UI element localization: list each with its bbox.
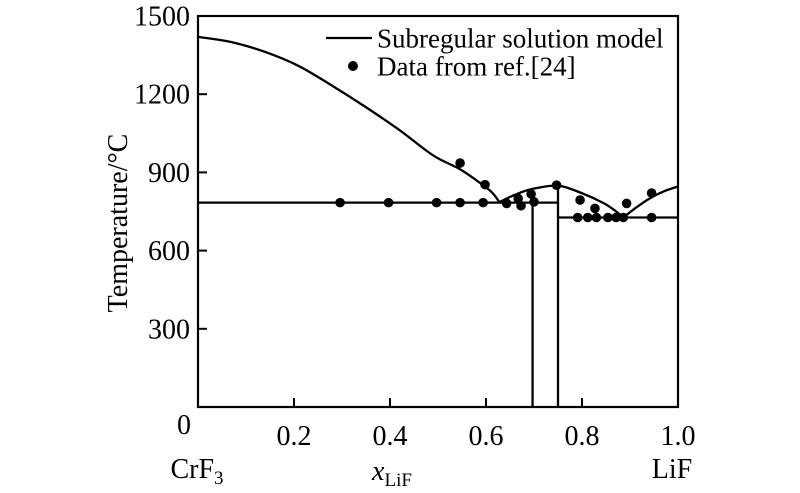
legend-dot-symbol — [348, 61, 358, 71]
data-point — [611, 212, 621, 223]
data-point — [618, 212, 629, 223]
data-point — [480, 179, 490, 190]
data-point — [513, 193, 523, 204]
x-tick-label: 0.8 — [565, 421, 600, 452]
plot-area-border — [196, 14, 680, 409]
data-point — [431, 197, 442, 208]
data-point — [529, 197, 539, 207]
legend-label-model: Subregular solution model — [377, 24, 663, 54]
data-point — [526, 189, 536, 199]
data-point — [551, 180, 562, 190]
model-curve-liquidus-CrF3 — [197, 35, 501, 203]
data-point — [582, 212, 593, 223]
data-point — [591, 212, 602, 223]
data-point — [455, 158, 465, 168]
data-points-group — [335, 158, 657, 223]
data-point — [383, 197, 394, 208]
y-tick-label: 1200 — [134, 80, 190, 111]
axis-ticks: 0.2 0.4 0.6 0.8 1.0 300 600 900 1200 1500 — [134, 2, 696, 453]
y-tick-label: 900 — [148, 158, 190, 189]
y-tick-label: 300 — [148, 314, 190, 345]
data-point — [516, 200, 526, 211]
y-axis-label: Temperature/°C — [103, 134, 134, 313]
x-tick-label: 0.4 — [373, 421, 408, 452]
origin-tick-label: 0 — [177, 410, 191, 441]
x-tick-label: 1.0 — [661, 421, 696, 452]
data-point — [572, 212, 583, 223]
x-right-endpoint-label: LiF — [652, 454, 692, 485]
y-tick-label: 1500 — [134, 2, 190, 33]
data-point — [590, 203, 600, 214]
legend-label-data: Data from ref.[24] — [377, 52, 576, 82]
model-curves — [197, 35, 679, 407]
x-left-endpoint-label: CrF3 — [170, 454, 223, 489]
x-tick-label: 0.2 — [277, 421, 312, 452]
data-point — [646, 188, 657, 198]
legend: Subregular solution model Data from ref.… — [326, 24, 663, 82]
data-point — [646, 212, 657, 223]
x-axis-label: xLiF — [371, 456, 412, 491]
data-point — [575, 195, 585, 205]
model-curve-liquidus-LiF — [622, 185, 679, 219]
data-point — [501, 198, 512, 209]
y-tick-label: 600 — [148, 236, 190, 267]
data-point — [621, 198, 632, 209]
data-point — [335, 197, 345, 208]
data-point — [455, 197, 465, 208]
data-point — [603, 212, 613, 223]
data-point — [478, 197, 488, 208]
x-tick-label: 0.6 — [469, 421, 504, 452]
